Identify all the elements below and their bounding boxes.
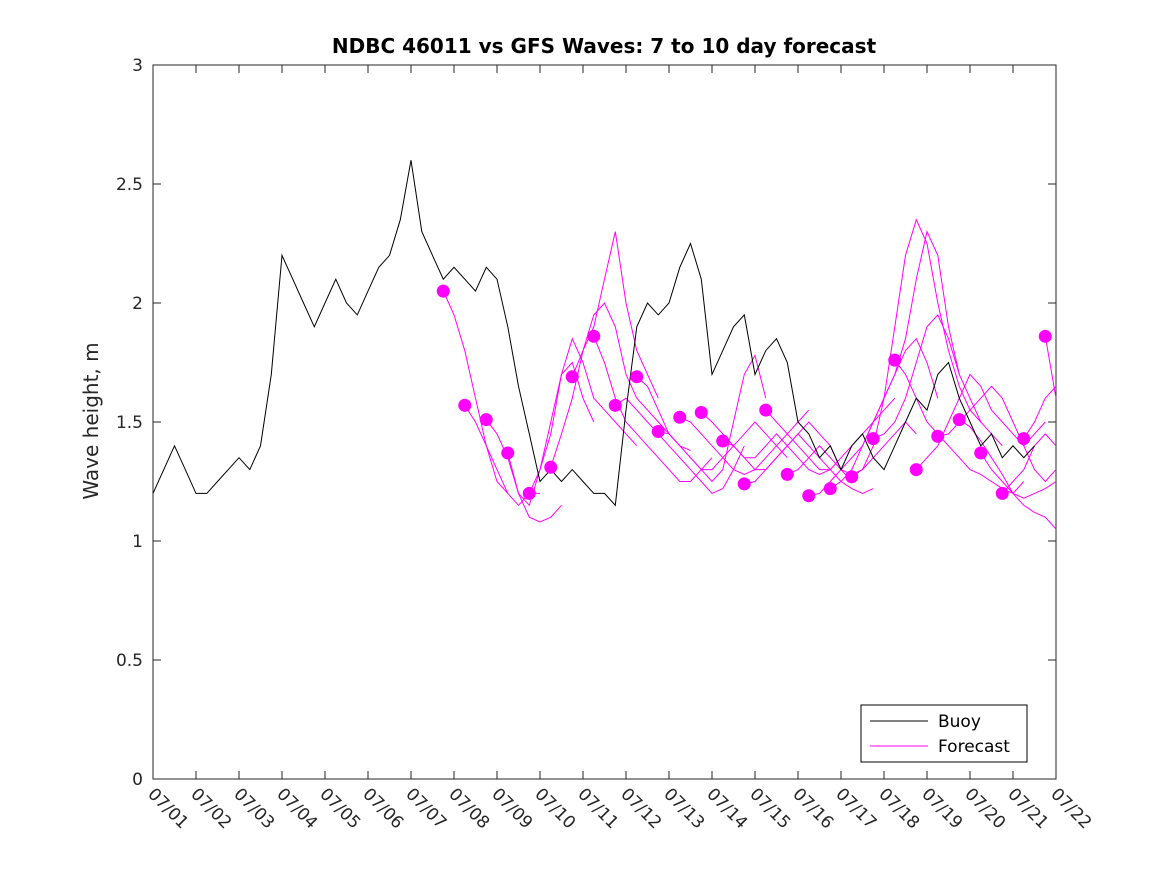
buoy-line xyxy=(152,160,1035,507)
forecast-start-point xyxy=(737,477,751,491)
forecast-start-point xyxy=(522,486,536,500)
y-tick-label: 2 xyxy=(132,294,143,314)
forecast-start-point xyxy=(479,413,493,427)
forecast-line xyxy=(550,231,659,468)
forecast-line xyxy=(442,290,509,494)
forecast-line xyxy=(700,412,831,475)
forecast-line xyxy=(873,313,1003,447)
forecast-start-point xyxy=(802,489,816,503)
forecast-line xyxy=(744,433,874,494)
forecast-start-point xyxy=(544,460,558,474)
forecast-start-point xyxy=(694,405,708,419)
y-tick-label: 1.5 xyxy=(116,413,143,433)
forecast-start-point xyxy=(630,370,644,384)
legend-buoy-label: Buoy xyxy=(938,712,981,732)
forecast-start-point xyxy=(651,425,665,439)
y-tick-label: 0 xyxy=(132,770,143,790)
forecast-start-point xyxy=(1038,329,1052,343)
forecast-start-point xyxy=(565,370,579,384)
y-tick-label: 1 xyxy=(132,532,143,552)
forecast-line xyxy=(1001,433,1057,494)
forecast-start-point xyxy=(909,463,923,477)
forecast-line xyxy=(593,336,713,482)
forecast-line xyxy=(1023,385,1057,439)
chart-title: NDBC 46011 vs GFS Waves: 7 to 10 day for… xyxy=(332,34,877,58)
forecast-start-point xyxy=(780,467,794,481)
forecast-start-point xyxy=(845,470,859,484)
forecast-line xyxy=(830,230,960,490)
y-tick-label: 0.5 xyxy=(116,651,143,671)
legend-box xyxy=(860,704,1028,763)
forecast-start-point xyxy=(673,410,687,424)
forecast-line xyxy=(851,218,982,478)
forecast-line xyxy=(1044,336,1057,399)
forecast-start-point xyxy=(888,353,902,367)
forecast-start-point xyxy=(952,413,966,427)
forecast-start-point xyxy=(759,403,773,417)
forecast-start-point xyxy=(995,486,1009,500)
forecast-start-point xyxy=(823,482,837,496)
forecast-start-point xyxy=(931,429,945,443)
legend-forecast-label: Forecast xyxy=(938,737,1010,757)
forecast-start-point xyxy=(436,284,450,298)
forecast-line xyxy=(507,361,595,507)
forecast-line xyxy=(528,337,638,494)
forecast-start-point xyxy=(866,432,880,446)
forecast-start-point xyxy=(458,398,472,412)
forecast-start-point xyxy=(608,398,622,412)
forecast-start-point xyxy=(1017,432,1031,446)
forecast-start-point xyxy=(501,446,515,460)
y-tick-label: 2.5 xyxy=(116,175,143,195)
legend: Buoy Forecast xyxy=(860,704,1028,763)
y-tick-label: 3 xyxy=(132,56,143,76)
forecast-start-point xyxy=(716,434,730,448)
forecast-line xyxy=(615,397,745,495)
forecast-start-point xyxy=(974,446,988,460)
forecast-start-point xyxy=(587,329,601,343)
y-axis-label: Wave height, m xyxy=(79,342,103,499)
forecast-line xyxy=(980,452,1057,499)
forecast-line xyxy=(485,419,562,523)
